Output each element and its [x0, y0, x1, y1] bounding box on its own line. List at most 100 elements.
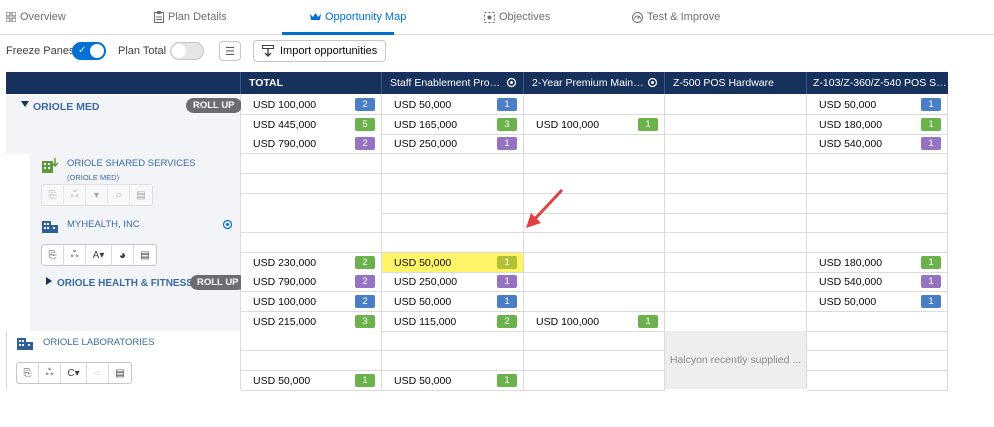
- grid-cell[interactable]: [524, 154, 665, 174]
- grid-cell[interactable]: [524, 95, 665, 115]
- opportunity-count-badge[interactable]: 2: [355, 256, 375, 269]
- grid-cell[interactable]: [241, 331, 382, 351]
- header-premium-maintenance[interactable]: 2-Year Premium Mainte...: [524, 72, 665, 94]
- grid-cell[interactable]: USD 445,000 5: [241, 115, 382, 135]
- tab-overview[interactable]: Overview: [6, 9, 66, 25]
- grid-cell[interactable]: USD 50,000 1: [807, 95, 948, 115]
- grid-cell[interactable]: [241, 194, 382, 214]
- grid-cell[interactable]: USD 180,000 1: [807, 253, 948, 273]
- grid-cell[interactable]: [241, 213, 382, 233]
- grid-cell[interactable]: [807, 351, 948, 371]
- grid-cell[interactable]: USD 100,000 1: [524, 312, 665, 332]
- account-view-icon[interactable]: ⎘: [42, 245, 64, 265]
- grid-cell[interactable]: USD 50,000 1: [241, 371, 382, 391]
- import-opportunities-button[interactable]: Import opportunities: [253, 40, 387, 62]
- grid-cell[interactable]: [382, 194, 524, 214]
- opportunity-count-badge[interactable]: 1: [638, 118, 658, 131]
- grid-cell[interactable]: USD 180,000 1: [807, 115, 948, 135]
- grid-cell[interactable]: [524, 233, 665, 253]
- opportunity-count-badge[interactable]: 1: [355, 374, 375, 387]
- grid-cell[interactable]: USD 100,000 2: [241, 292, 382, 312]
- grid-cell[interactable]: [241, 233, 382, 253]
- grid-cell[interactable]: USD 50,000 1: [382, 95, 524, 115]
- grid-cell[interactable]: [665, 115, 807, 135]
- grid-cell[interactable]: [382, 233, 524, 253]
- grid-cell[interactable]: USD 50,000 1: [382, 292, 524, 312]
- grid-cell[interactable]: [241, 351, 382, 371]
- tab-opportunity-map[interactable]: Opportunity Map: [310, 9, 406, 25]
- hierarchy-icon[interactable]: ஃ: [39, 363, 61, 383]
- grid-cell[interactable]: [524, 351, 665, 371]
- opportunity-count-badge[interactable]: 1: [497, 256, 517, 269]
- grid-cell[interactable]: [665, 312, 807, 332]
- opportunity-count-badge[interactable]: 2: [355, 137, 375, 150]
- freeze-panes-toggle[interactable]: ✓: [72, 42, 106, 60]
- clipboard-icon[interactable]: ▤: [140, 249, 150, 261]
- list-view-button[interactable]: ☰: [219, 41, 241, 61]
- grid-cell[interactable]: [524, 331, 665, 351]
- header-total[interactable]: TOTAL: [241, 72, 382, 94]
- status-circle-icon[interactable]: ○: [87, 363, 109, 383]
- grid-cell[interactable]: [807, 154, 948, 174]
- status-dropdown[interactable]: C ▾: [61, 363, 87, 383]
- opportunity-count-badge[interactable]: 1: [497, 295, 517, 308]
- opportunity-count-badge[interactable]: 1: [497, 98, 517, 111]
- account-name[interactable]: ORIOLE SHARED SERVICES: [67, 158, 196, 169]
- account-name[interactable]: MYHEALTH, INC: [67, 219, 140, 230]
- grid-cell[interactable]: [524, 174, 665, 194]
- grid-cell[interactable]: USD 100,000 1: [524, 115, 665, 135]
- grid-cell[interactable]: USD 790,000 2: [241, 134, 382, 154]
- grid-cell[interactable]: [665, 134, 807, 154]
- tab-plan-details[interactable]: Plan Details: [154, 9, 227, 25]
- grid-cell[interactable]: [382, 351, 524, 371]
- grid-cell[interactable]: USD 250,000 1: [382, 272, 524, 292]
- opportunity-count-badge[interactable]: 2: [355, 275, 375, 288]
- grid-cell[interactable]: [524, 134, 665, 154]
- account-name[interactable]: ORIOLE MED: [33, 101, 100, 113]
- supplied-note-cell[interactable]: Halcyon recently supplied ...: [665, 331, 807, 389]
- grid-cell[interactable]: USD 250,000 1: [382, 134, 524, 154]
- grid-cell[interactable]: [382, 154, 524, 174]
- opportunity-count-badge[interactable]: 1: [921, 118, 941, 131]
- grid-cell[interactable]: USD 540,000 1: [807, 134, 948, 154]
- opportunity-count-badge[interactable]: 2: [355, 98, 375, 111]
- opportunity-count-badge[interactable]: 2: [355, 295, 375, 308]
- opportunity-count-badge[interactable]: 5: [355, 118, 375, 131]
- tab-test-improve[interactable]: Test & Improve: [632, 9, 720, 25]
- grid-cell[interactable]: [241, 174, 382, 194]
- grid-cell[interactable]: USD 115,000 2: [382, 312, 524, 332]
- opportunity-count-badge[interactable]: 1: [921, 98, 941, 111]
- grid-cell[interactable]: [382, 331, 524, 351]
- header-staff-enablement[interactable]: Staff Enablement Progr...: [382, 72, 524, 94]
- grid-cell[interactable]: [665, 174, 807, 194]
- grid-cell[interactable]: [665, 194, 807, 214]
- grid-cell[interactable]: USD 50,000 1: [807, 292, 948, 312]
- opportunity-count-badge[interactable]: 1: [497, 137, 517, 150]
- grid-cell[interactable]: [524, 272, 665, 292]
- grid-cell[interactable]: [524, 253, 665, 273]
- grid-cell[interactable]: [807, 331, 948, 351]
- grid-cell[interactable]: [524, 371, 665, 391]
- grid-cell[interactable]: [524, 213, 665, 233]
- grid-cell[interactable]: [382, 174, 524, 194]
- status-dropdown[interactable]: A ▾: [86, 245, 112, 265]
- hierarchy-icon[interactable]: ஃ: [64, 245, 86, 265]
- grid-cell[interactable]: [665, 233, 807, 253]
- opportunity-count-badge[interactable]: 3: [497, 118, 517, 131]
- expand-icon[interactable]: [46, 277, 52, 285]
- opportunity-count-badge[interactable]: 1: [497, 374, 517, 387]
- grid-cell[interactable]: [665, 95, 807, 115]
- grid-cell[interactable]: [524, 292, 665, 312]
- grid-cell[interactable]: USD 540,000 1: [807, 272, 948, 292]
- grid-cell[interactable]: [382, 213, 524, 233]
- grid-cell[interactable]: [807, 312, 948, 332]
- account-name[interactable]: ORIOLE LABORATORIES: [43, 337, 155, 348]
- opportunity-count-badge[interactable]: 1: [921, 275, 941, 288]
- opportunity-count-badge[interactable]: 1: [921, 256, 941, 269]
- crosshair-icon[interactable]: [506, 77, 517, 88]
- opportunity-count-badge[interactable]: 1: [921, 295, 941, 308]
- opportunity-count-badge[interactable]: 1: [638, 315, 658, 328]
- crosshair-icon[interactable]: [222, 219, 233, 230]
- grid-cell[interactable]: [807, 233, 948, 253]
- pie-progress-icon[interactable]: ◕: [112, 245, 134, 265]
